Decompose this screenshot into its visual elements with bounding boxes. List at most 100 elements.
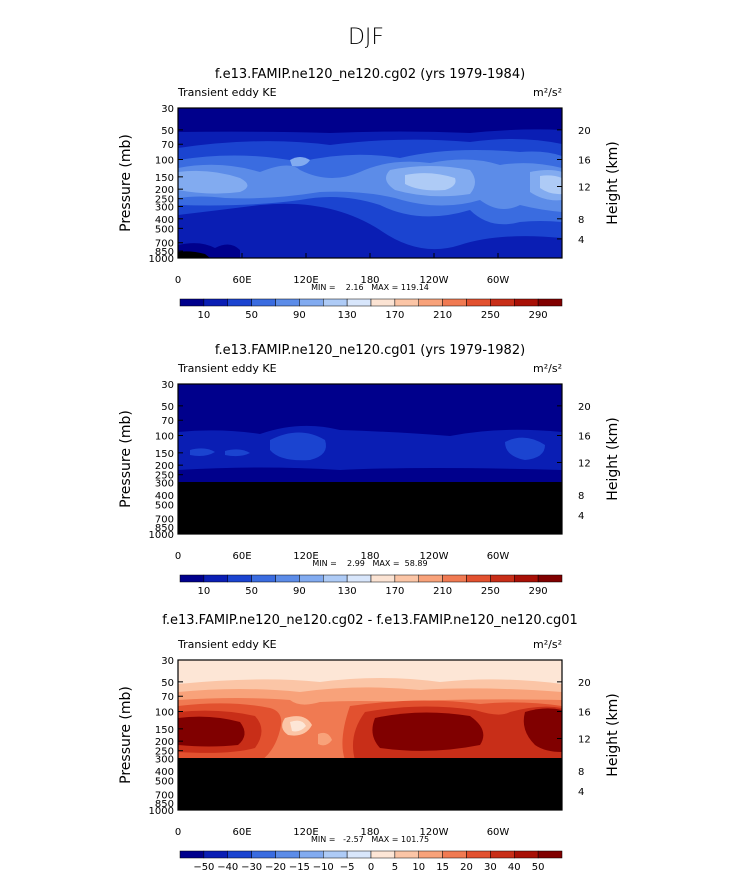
x-tick-label: 60E <box>232 275 251 286</box>
panel-1-field <box>178 108 562 258</box>
colorbar-swatch <box>227 298 252 307</box>
colorbar-swatch <box>466 298 491 307</box>
x-tick-label: 120E <box>293 275 318 286</box>
panel-1-ylabel: Pressure (mb) <box>118 134 134 232</box>
y-tick-label: 70 <box>161 692 174 703</box>
colorbar-swatch <box>227 850 252 859</box>
y-tick-label: 250 <box>155 747 174 758</box>
colorbar-label: 5 <box>392 862 398 873</box>
y-tick-label: 200 <box>155 461 174 472</box>
colorbar-swatch <box>490 298 515 307</box>
panel-1-title: f.e13.FAMIP.ne120_ne120.cg02 (yrs 1979-1… <box>215 67 525 82</box>
y-tick-label: 150 <box>155 173 174 184</box>
colorbar-swatch <box>203 850 228 859</box>
panel-2-colorbar: 10 50 90 130 170 210 250 290 <box>179 574 563 597</box>
y-tick-label: 400 <box>155 491 174 502</box>
y-right-tick-label: 4 <box>578 787 584 798</box>
colorbar-label: 210 <box>433 310 452 321</box>
x-tick-label: 180 <box>360 275 379 286</box>
colorbar-label: 50 <box>245 586 258 597</box>
colorbar-swatch <box>275 574 300 583</box>
y-tick-label: 400 <box>155 767 174 778</box>
colorbar-swatch <box>514 574 539 583</box>
x-tick-label: 120W <box>420 551 449 562</box>
y-tick-label: 700 <box>155 515 174 526</box>
panel-3-field <box>178 660 562 810</box>
colorbar-label: −40 <box>217 862 238 873</box>
y-tick-label: 250 <box>155 471 174 482</box>
colorbar-label: 290 <box>529 586 548 597</box>
y-tick-label: 1000 <box>149 530 174 541</box>
y-tick-label: 50 <box>161 126 174 137</box>
panel-3-left-label: Transient eddy KE <box>177 638 277 651</box>
panel-3-units: m²/s² <box>533 638 562 651</box>
colorbar-swatch <box>537 574 563 583</box>
colorbar-label: 130 <box>338 586 357 597</box>
panel-2-ylabel: Pressure (mb) <box>118 410 134 508</box>
y-tick-label: 30 <box>161 656 174 667</box>
panel-3-units-text: m²/s² <box>533 638 562 651</box>
colorbar-swatch <box>179 850 205 859</box>
y-tick-label: 200 <box>155 185 174 196</box>
y-right-tick-label: 12 <box>578 735 591 746</box>
colorbar-label: 90 <box>293 586 306 597</box>
y-tick-label: 200 <box>155 737 174 748</box>
colorbar-swatch <box>346 574 372 583</box>
colorbar-label: 130 <box>338 310 357 321</box>
colorbar-swatch <box>394 574 419 583</box>
colorbar-label: 10 <box>198 310 211 321</box>
panel-2-left-label: Transient eddy KE <box>177 362 277 375</box>
colorbar-label: −15 <box>289 862 310 873</box>
panel-1-colorbar: 10 50 90 130 170 210 250 290 <box>179 298 563 321</box>
y-tick-label: 500 <box>155 224 174 235</box>
y-tick-label: 300 <box>155 202 174 213</box>
colorbar-swatch <box>323 574 348 583</box>
colorbar-label: 50 <box>532 862 545 873</box>
colorbar-swatch <box>299 850 324 859</box>
panel-2-field <box>178 384 562 534</box>
panel-2-units: m²/s² <box>533 362 562 375</box>
y-right-tick-label: 20 <box>578 402 591 413</box>
colorbar-swatch <box>442 298 467 307</box>
y-right-tick-label: 16 <box>578 156 591 167</box>
panel-3-colorbar: −50 −40 −30 −20 −15 −10 −5 0 5 10 15 20 30 40 50 <box>179 850 563 873</box>
colorbar-swatch <box>346 298 372 307</box>
x-tick-label: 0 <box>175 275 181 286</box>
colorbar-swatch <box>323 298 348 307</box>
y-right-tick-label: 8 <box>578 215 584 226</box>
y-tick-label: 70 <box>161 416 174 427</box>
panel-2-units-text: m²/s² <box>533 362 562 375</box>
colorbar-swatch <box>418 298 443 307</box>
x-tick-label: 120W <box>420 827 449 838</box>
figure-title: DJF <box>348 25 384 50</box>
colorbar-swatch <box>299 574 324 583</box>
colorbar-label: 15 <box>436 862 449 873</box>
colorbar-label: 10 <box>412 862 425 873</box>
panel-2-stats: MIN = 2.99 MAX = 58.89 <box>312 559 427 568</box>
panel-2-ylabel-right: Height (km) <box>605 417 621 500</box>
colorbar-swatch <box>394 298 419 307</box>
y-tick-label: 850 <box>155 247 174 258</box>
y-right-tick-label: 16 <box>578 432 591 443</box>
x-tick-label: 180 <box>360 551 379 562</box>
x-tick-label: 120W <box>420 275 449 286</box>
y-tick-label: 1000 <box>149 806 174 817</box>
colorbar-swatch <box>466 850 491 859</box>
colorbar-label: 170 <box>385 586 404 597</box>
y-tick-label: 70 <box>161 140 174 151</box>
x-tick-label: 60W <box>487 827 510 838</box>
colorbar-label: −50 <box>193 862 214 873</box>
y-tick-label: 50 <box>161 402 174 413</box>
y-right-tick-label: 20 <box>578 678 591 689</box>
y-tick-label: 150 <box>155 449 174 460</box>
panel-1-stats: MIN = 2.16 MAX = 119.14 <box>311 283 429 292</box>
y-tick-label: 50 <box>161 678 174 689</box>
colorbar-swatch <box>251 850 276 859</box>
x-tick-label: 0 <box>175 827 181 838</box>
x-tick-label: 0 <box>175 551 181 562</box>
colorbar-swatch <box>275 298 300 307</box>
y-tick-label: 700 <box>155 791 174 802</box>
y-right-tick-label: 12 <box>578 183 591 194</box>
